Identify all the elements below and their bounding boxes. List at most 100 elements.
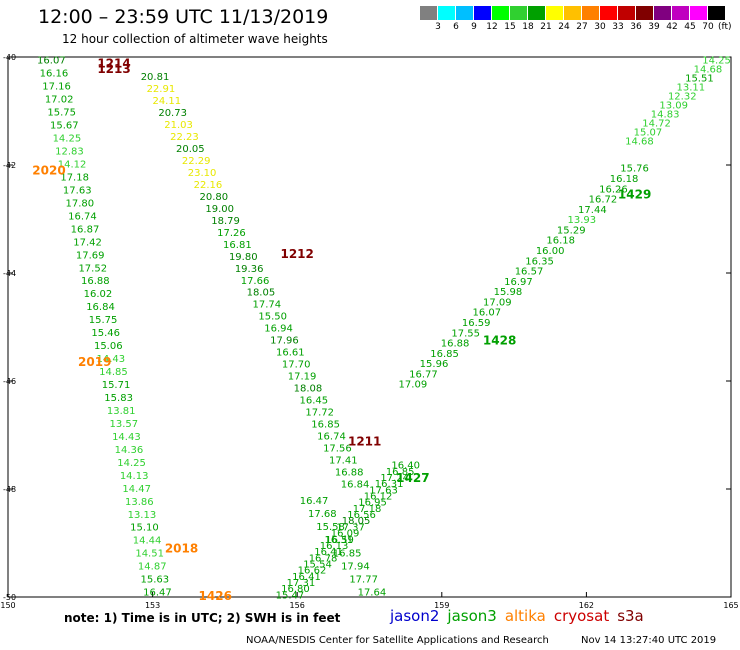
color-label: 39 (648, 22, 660, 32)
lon-tick-label: 165 (723, 601, 738, 610)
color-swatch (456, 6, 473, 20)
swh-value: 17.19 (288, 372, 317, 383)
swh-value: 12.32 (668, 92, 697, 103)
swh-value: 17.63 (369, 485, 398, 496)
color-swatch (528, 6, 545, 20)
swh-value: 14.72 (642, 119, 671, 130)
swh-value: 15.75 (47, 108, 76, 119)
color-label: 15 (504, 22, 516, 32)
swh-value: 16.41 (292, 572, 321, 583)
swh-value: 14.25 (702, 56, 731, 67)
swh-value: 19.00 (205, 204, 234, 215)
swh-value: 15.76 (620, 164, 649, 175)
swh-value: 16.09 (331, 529, 360, 540)
pass-label: 2019 (78, 355, 111, 369)
swh-value: 17.31 (287, 578, 316, 589)
legend-jason2: jason2 (390, 607, 440, 625)
color-label: 45 (684, 22, 696, 32)
color-swatch (420, 6, 437, 20)
color-swatch (708, 6, 725, 20)
lon-tick-label: 156 (290, 601, 305, 610)
swh-value: 17.37 (336, 522, 365, 533)
swh-value: 16.13 (320, 541, 349, 552)
color-swatch (546, 6, 563, 20)
color-swatch (636, 6, 653, 20)
swh-value: 16.62 (298, 566, 327, 577)
swh-value: 16.87 (71, 224, 100, 235)
color-swatch (438, 6, 455, 20)
color-label: 3 (435, 22, 441, 32)
swh-value: 15.06 (94, 341, 123, 352)
color-label: 30 (594, 22, 606, 32)
swh-value: 18.05 (342, 516, 371, 527)
swh-value: 14.43 (112, 432, 141, 443)
swh-value: 17.80 (66, 198, 95, 209)
swh-value: 15.47 (276, 590, 305, 601)
swh-value: 24.11 (152, 96, 181, 107)
swh-value: 13.81 (107, 406, 136, 417)
color-label: 21 (540, 22, 552, 32)
swh-value: 16.31 (375, 479, 404, 490)
swh-value: 16.95 (358, 498, 387, 509)
color-label: 12 (486, 22, 498, 32)
swh-value: 14.87 (138, 562, 167, 573)
swh-value: 16.45 (300, 396, 329, 407)
lat-tick-label: -42 (3, 161, 16, 170)
swh-value: 22.91 (147, 84, 176, 95)
pass-label: 1428 (483, 334, 516, 348)
swh-value: 17.42 (73, 237, 102, 248)
timestamp: Nov 14 13:27:40 UTC 2019 (581, 635, 717, 646)
swh-value: 22.16 (194, 180, 223, 191)
swh-value: 16.47 (143, 588, 172, 599)
legend-jason3: jason3 (447, 607, 497, 625)
swh-value: 16.78 (309, 553, 338, 564)
swh-value: 15.96 (420, 359, 449, 370)
swh-value: 16.02 (84, 289, 113, 300)
swh-value: 16.07 (472, 308, 501, 319)
swh-value: 17.02 (45, 95, 74, 106)
swh-value: 15.83 (104, 393, 133, 404)
swh-value: 15.75 (89, 315, 118, 326)
swh-value: 22.29 (182, 156, 211, 167)
swh-value: 15.46 (91, 328, 120, 339)
color-label: 36 (630, 22, 642, 32)
swh-value: 16.88 (441, 339, 470, 350)
swh-value: 15.71 (102, 380, 131, 391)
swh-value: 17.24 (380, 473, 409, 484)
color-label: 6 (453, 22, 459, 32)
swh-value: 15.10 (130, 523, 159, 534)
swh-value: 17.56 (323, 444, 352, 455)
swh-value: 16.74 (317, 432, 346, 443)
swh-value: 17.55 (451, 328, 480, 339)
pass-label: 1427 (396, 471, 429, 485)
swh-value: 17.09 (483, 297, 512, 308)
swh-value: 17.94 (341, 561, 370, 572)
lat-tick-label: -48 (3, 485, 16, 494)
swh-value: 13.57 (109, 419, 138, 430)
color-label: 42 (666, 22, 678, 32)
swh-value: 17.16 (42, 82, 71, 93)
swh-value: 17.64 (358, 588, 387, 599)
swh-value: 13.11 (677, 83, 706, 94)
color-swatch (654, 6, 671, 20)
legend-altika: altika (504, 607, 546, 625)
swh-value: 15.58 (316, 522, 345, 533)
swh-value: 14.47 (122, 484, 151, 495)
color-label: 70 (702, 22, 714, 32)
swh-value: 16.81 (223, 240, 252, 251)
lon-tick-label: 162 (579, 601, 594, 610)
color-swatch (618, 6, 635, 20)
swh-value: 16.47 (300, 496, 329, 507)
swh-value: 16.16 (40, 69, 69, 80)
swh-value: 16.31 (325, 535, 354, 546)
swh-value: 16.85 (430, 349, 459, 360)
pass-label: 1429 (618, 188, 651, 202)
swh-value: 14.68 (625, 137, 654, 148)
color-unit: (ft) (718, 22, 732, 32)
swh-value: 16.59 (462, 318, 491, 329)
swh-value: 17.68 (308, 509, 337, 520)
swh-value: 23.10 (188, 168, 217, 179)
swh-value: 14.25 (117, 458, 146, 469)
swh-value: 17.74 (252, 300, 281, 311)
